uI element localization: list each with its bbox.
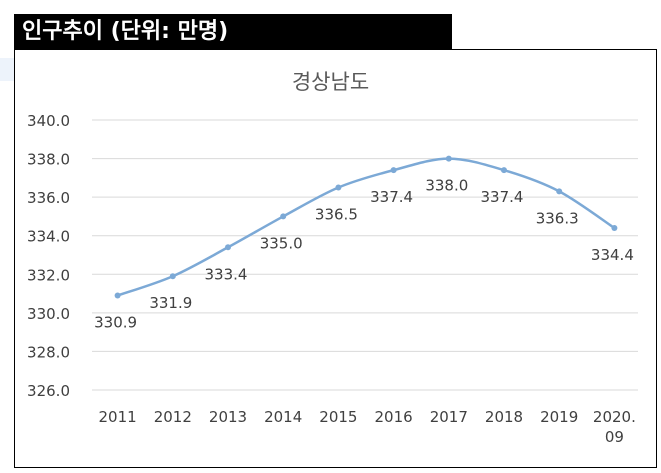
series-line (117, 157, 616, 297)
y-tick-label: 328.0 (27, 343, 70, 361)
data-point (335, 184, 342, 191)
data-label: 337.4 (481, 188, 524, 206)
x-tick-label: 2020. 09 (593, 408, 636, 446)
data-label: 335.0 (260, 234, 303, 252)
y-tick-label: 336.0 (27, 189, 70, 207)
x-tick-label: 2019 (540, 408, 578, 426)
data-label: 337.4 (370, 188, 413, 206)
data-point (390, 167, 397, 174)
x-tick-label: 2011 (99, 408, 137, 426)
x-tick-label: 2017 (430, 408, 468, 426)
data-point (445, 155, 452, 162)
y-tick-label: 326.0 (27, 382, 70, 400)
data-point (556, 188, 563, 195)
page-header: 인구추이 (단위: 만명) (14, 14, 452, 49)
y-tick-label: 340.0 (27, 112, 70, 130)
data-label: 333.4 (205, 265, 248, 283)
data-label: 331.9 (149, 294, 192, 312)
data-label: 330.9 (94, 314, 137, 332)
data-label: 336.5 (315, 206, 358, 224)
data-point (280, 213, 287, 220)
y-tick-label: 332.0 (27, 266, 70, 284)
data-point (225, 244, 231, 251)
data-point (114, 292, 121, 299)
x-tick-label: 2013 (209, 408, 247, 426)
data-label: 338.0 (425, 177, 468, 195)
data-label: 336.3 (536, 209, 579, 227)
header-title: 인구추이 (단위: 만명) (22, 19, 229, 44)
chart-title: 경상남도 (291, 70, 370, 94)
data-point (169, 273, 176, 280)
data-point (611, 225, 618, 231)
chart-frame (14, 49, 657, 468)
data-point (501, 167, 507, 174)
x-tick-label: 2015 (319, 408, 357, 426)
x-tick-label: 2018 (485, 408, 523, 426)
data-label: 334.4 (591, 246, 634, 264)
y-tick-label: 338.0 (27, 151, 70, 169)
x-tick-label: 2014 (264, 408, 302, 426)
x-tick-label: 2012 (154, 408, 192, 426)
x-tick-label: 2016 (375, 408, 413, 426)
y-tick-label: 330.0 (27, 305, 70, 323)
y-tick-label: 334.0 (27, 228, 70, 246)
